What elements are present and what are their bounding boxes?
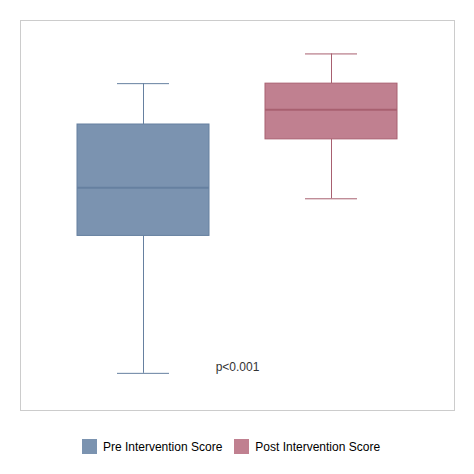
svg-text:p<0.001: p<0.001 xyxy=(216,360,260,374)
html-text:Post Intervention Score: Post Intervention Score xyxy=(255,439,381,454)
html-text:Pre Intervention Score: Pre Intervention Score xyxy=(102,439,223,454)
